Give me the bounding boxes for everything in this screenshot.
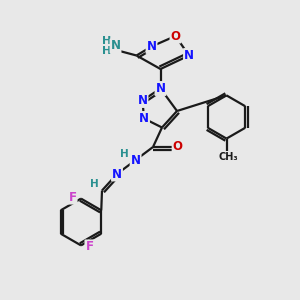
Text: O: O xyxy=(172,140,183,154)
Text: O: O xyxy=(170,29,181,43)
Text: H: H xyxy=(102,35,111,46)
Text: H: H xyxy=(120,149,129,160)
Text: N: N xyxy=(184,49,194,62)
Text: H: H xyxy=(102,46,111,56)
Text: CH₃: CH₃ xyxy=(218,152,238,162)
Text: N: N xyxy=(155,82,166,95)
Text: N: N xyxy=(137,94,148,107)
Text: N: N xyxy=(110,39,121,52)
Text: N: N xyxy=(139,112,149,125)
Text: F: F xyxy=(69,190,76,204)
Text: N: N xyxy=(112,167,122,181)
Text: N: N xyxy=(130,154,141,167)
Text: N: N xyxy=(146,40,157,53)
Text: H: H xyxy=(90,179,99,189)
Text: F: F xyxy=(85,240,93,254)
